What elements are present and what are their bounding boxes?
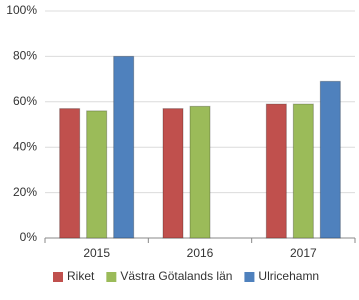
bar: [113, 55, 135, 239]
bar: [265, 103, 287, 239]
bar: [86, 110, 108, 239]
bar: [292, 103, 314, 239]
y-tick-label: 40%: [13, 139, 37, 153]
y-tick-label: 0%: [20, 230, 38, 244]
y-tick-label: 20%: [13, 185, 37, 199]
bar: [319, 80, 341, 239]
legend-swatch: [53, 272, 63, 282]
bar: [162, 108, 184, 239]
x-tick-label: 2015: [83, 246, 110, 260]
legend-swatch: [106, 272, 117, 282]
y-tick-label: 80%: [13, 49, 37, 63]
x-tick-label: 2016: [187, 246, 214, 260]
bar: [59, 108, 81, 239]
y-tick-label: 100%: [6, 3, 37, 17]
x-tick-label: 2017: [290, 246, 317, 260]
y-tick-label: 60%: [13, 94, 37, 108]
bar: [189, 105, 211, 239]
legend-label: Riket: [67, 269, 95, 283]
legend-swatch: [244, 272, 255, 282]
legend-label: Ulricehamn: [258, 269, 319, 283]
legend-label: Västra Götalands län: [120, 269, 232, 283]
